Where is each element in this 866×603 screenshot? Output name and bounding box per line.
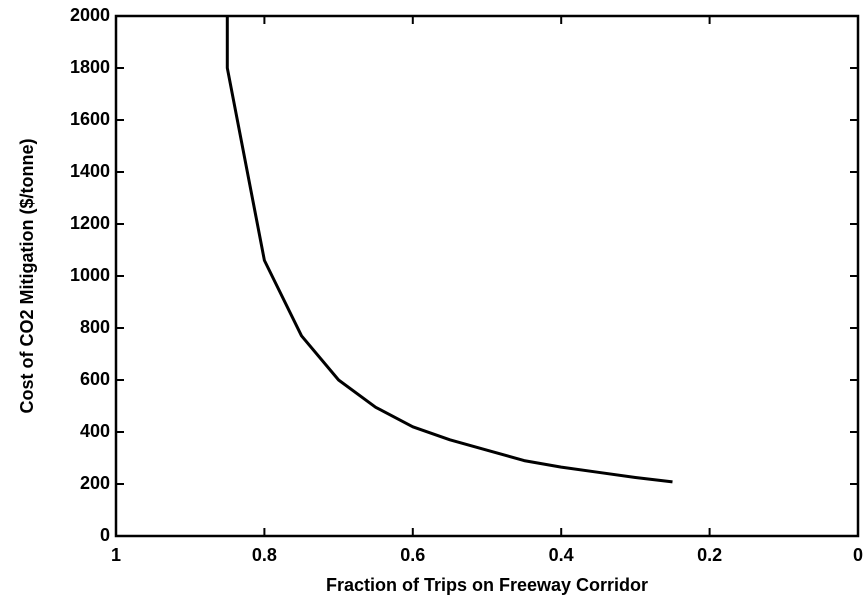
y-tick-label: 800 xyxy=(80,317,110,337)
x-tick-label: 1 xyxy=(111,545,121,565)
y-axis-label: Cost of CO2 Mitigation ($/tonne) xyxy=(17,139,37,414)
y-tick-label: 0 xyxy=(100,525,110,545)
y-tick-label: 200 xyxy=(80,473,110,493)
y-tick-label: 1600 xyxy=(70,109,110,129)
x-tick-label: 0.4 xyxy=(549,545,574,565)
plot-frame xyxy=(114,14,860,538)
y-tick-label: 2000 xyxy=(70,5,110,25)
y-tick-label: 1000 xyxy=(70,265,110,285)
x-tick-label: 0.2 xyxy=(697,545,722,565)
y-tick-label: 600 xyxy=(80,369,110,389)
x-tick-label: 0 xyxy=(853,545,863,565)
x-tick-label: 0.6 xyxy=(400,545,425,565)
y-tick-label: 1800 xyxy=(70,57,110,77)
data-line xyxy=(225,16,673,484)
y-tick-label: 1400 xyxy=(70,161,110,181)
y-tick-label: 1200 xyxy=(70,213,110,233)
x-axis-label: Fraction of Trips on Freeway Corridor xyxy=(326,575,648,595)
y-tick-label: 400 xyxy=(80,421,110,441)
x-tick-label: 0.8 xyxy=(252,545,277,565)
